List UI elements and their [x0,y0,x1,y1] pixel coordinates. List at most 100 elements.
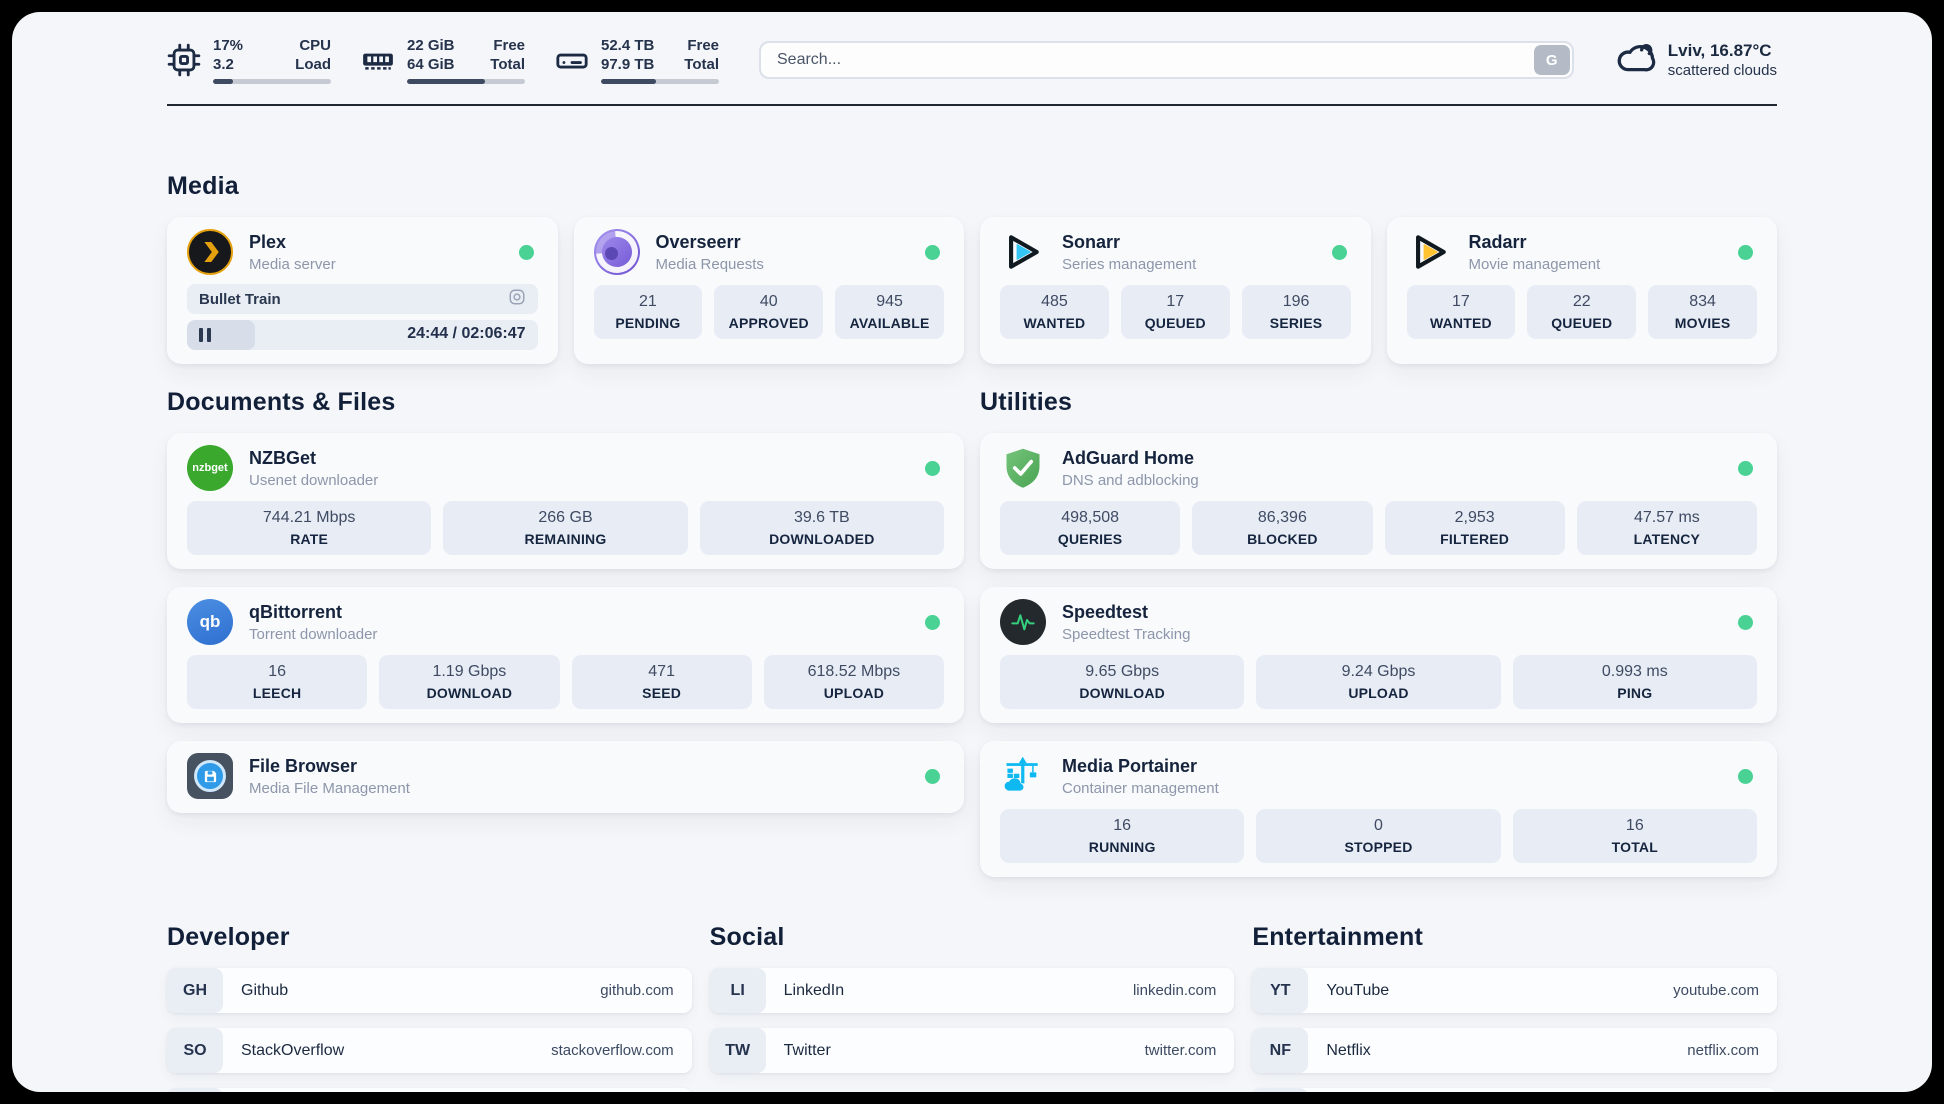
header-bar: 17% CPU 3.2 Load 22 GiB Free 64 GiB Total [167,36,1777,84]
app-title: Plex [249,231,287,252]
stat-box: 9.65 Gbps DOWNLOAD [1000,655,1245,709]
disk-free: 52.4 TB [601,37,655,54]
playback-progressbar[interactable]: 24:44 / 02:06:47 [187,320,538,350]
sonarr-icon [1000,229,1046,275]
app-card-filebrowser[interactable]: File Browser Media File Management [167,741,964,813]
stat-box: 471 SEED [571,655,752,709]
qbittorrent-icon: qb [187,599,233,645]
app-subtitle: Media server [249,255,336,273]
disk-progressbar [601,79,719,84]
ram-total: 64 GiB [407,56,455,73]
stat-box: 945 AVAILABLE [835,285,944,339]
stat-box: 40 APPROVED [714,285,824,339]
speedtest-icon [1000,599,1046,645]
radarr-icon [1407,229,1453,275]
cpu-label-1: CPU [299,37,331,54]
ram-stat: 22 GiB Free 64 GiB Total [361,36,525,84]
search-engine-button[interactable]: G [1533,45,1570,75]
bookmark-twitter[interactable]: TW Twitter twitter.com [709,1028,1235,1073]
bookmark-group-entertainment: Entertainment YT YouTube youtube.com NF … [1252,923,1777,1092]
stat-box: 0 STOPPED [1256,809,1501,863]
app-title: Radarr [1468,231,1527,252]
adguard-icon [1000,445,1046,491]
stat-box: 39.6 TB DOWNLOADED [699,501,944,555]
app-card-nzbget[interactable]: nzbget NZBGet Usenet downloader 744.21 M… [167,433,964,569]
cpu-temp: 3.2 [213,56,234,73]
stat-box: 9.24 Gbps UPLOAD [1256,655,1501,709]
bookmark-abbr-chip: LI [709,968,766,1013]
app-title: Overseerr [655,231,741,252]
bookmark-linkedin[interactable]: LI LinkedIn linkedin.com [709,968,1235,1013]
status-online-dot [925,614,940,630]
pause-icon[interactable] [199,328,211,342]
disk-icon [555,43,589,77]
bookmark-netflix[interactable]: NF Netflix netflix.com [1252,1028,1777,1073]
bookmark-reddit[interactable]: RE Reddit reddit.com [1252,1088,1777,1092]
app-subtitle: Usenet downloader [249,471,379,489]
portainer-icon [1000,753,1046,799]
status-online-dot [1738,768,1753,784]
weather-widget[interactable]: Lviv, 16.87°C scattered clouds [1614,39,1777,81]
stat-box: 22 QUEUED [1527,285,1637,339]
bookmark-abbr-chip: GH [167,968,223,1013]
stat-box: 834 MOVIES [1648,285,1757,339]
bookmark-stackoverflow[interactable]: SO StackOverflow stackoverflow.com [167,1028,692,1073]
section-title-media: Media [167,172,239,200]
header-divider [167,104,1777,106]
section-title-social: Social [709,923,785,951]
app-subtitle: Media Requests [655,255,764,273]
cpu-progressbar [213,79,331,84]
stat-box: 744.21 Mbps RATE [187,501,432,555]
stat-box: 16 TOTAL [1512,809,1757,863]
app-card-speedtest[interactable]: Speedtest Speedtest Tracking 9.65 Gbps DO… [980,587,1777,723]
app-card-sonarr[interactable]: Sonarr Series management 485 WANTED 17 QUE… [980,217,1371,364]
stat-box: 86,396 BLOCKED [1192,501,1373,555]
app-title: NZBGet [249,447,316,468]
dashboard-page: 17% CPU 3.2 Load 22 GiB Free 64 GiB Total [12,12,1932,1092]
bookmark-abbr-chip: SO [167,1028,223,1073]
bookmark-group-social: Social LI LinkedIn linkedin.com TW Twitt… [709,923,1235,1092]
app-card-portainer[interactable]: Media Portainer Container management 16 R… [980,741,1777,877]
bookmark-abbr-chip: TW [709,1028,766,1073]
app-card-adguard[interactable]: AdGuard Home DNS and adblocking 498,508 Q… [980,433,1777,569]
bookmark-dev[interactable]: DT DEV dev.to [167,1088,692,1092]
status-online-dot [1738,460,1753,476]
app-subtitle: Torrent downloader [249,625,378,643]
cpu-label-2: Load [295,56,331,73]
bookmark-group-developer: Developer GH Github github.com SO StackO… [167,923,692,1092]
app-card-overseerr[interactable]: Overseerr Media Requests 21 PENDING 40 APP… [573,217,964,364]
app-subtitle: Movie management [1468,255,1601,273]
app-subtitle: Media File Management [249,779,410,797]
app-card-plex[interactable]: Plex Media server Bullet Train 24:44 / 0… [167,217,558,364]
stat-box: 16 LEECH [187,655,368,709]
cpu-icon [167,43,201,77]
nzbget-icon: nzbget [187,445,233,491]
app-subtitle: DNS and adblocking [1062,471,1199,489]
ram-progressbar [407,79,525,84]
app-title: qBittorrent [249,601,342,622]
ram-icon [361,43,395,77]
disk-label-2: Total [684,56,719,73]
session-icon[interactable] [508,288,526,311]
status-online-dot [925,460,940,476]
app-card-qbittorrent[interactable]: qb qBittorrent Torrent downloader 16 LEEC… [167,587,964,723]
stat-box: 485 WANTED [1000,285,1109,339]
search-input[interactable] [759,41,1574,79]
now-playing-title: Bullet Train [199,290,281,308]
app-subtitle: Series management [1062,255,1197,273]
status-online-dot [925,244,940,260]
stat-box: 21 PENDING [593,285,703,339]
stat-box: 47.57 ms LATENCY [1576,501,1757,555]
app-card-radarr[interactable]: Radarr Movie management 17 WANTED 22 QUEUE… [1386,217,1777,364]
bookmark-abbr-chip: DT [167,1088,223,1092]
app-title: Speedtest [1062,601,1149,622]
stat-box: 16 RUNNING [1000,809,1245,863]
stat-box: 618.52 Mbps UPLOAD [763,655,944,709]
status-online-dot [518,244,534,260]
bookmark-github[interactable]: GH Github github.com [167,968,692,1013]
stat-box: 2,953 FILTERED [1384,501,1565,555]
status-online-dot [1738,614,1753,630]
section-title-developer: Developer [167,923,290,951]
cpu-stat: 17% CPU 3.2 Load [167,36,331,84]
bookmark-youtube[interactable]: YT YouTube youtube.com [1252,968,1777,1013]
